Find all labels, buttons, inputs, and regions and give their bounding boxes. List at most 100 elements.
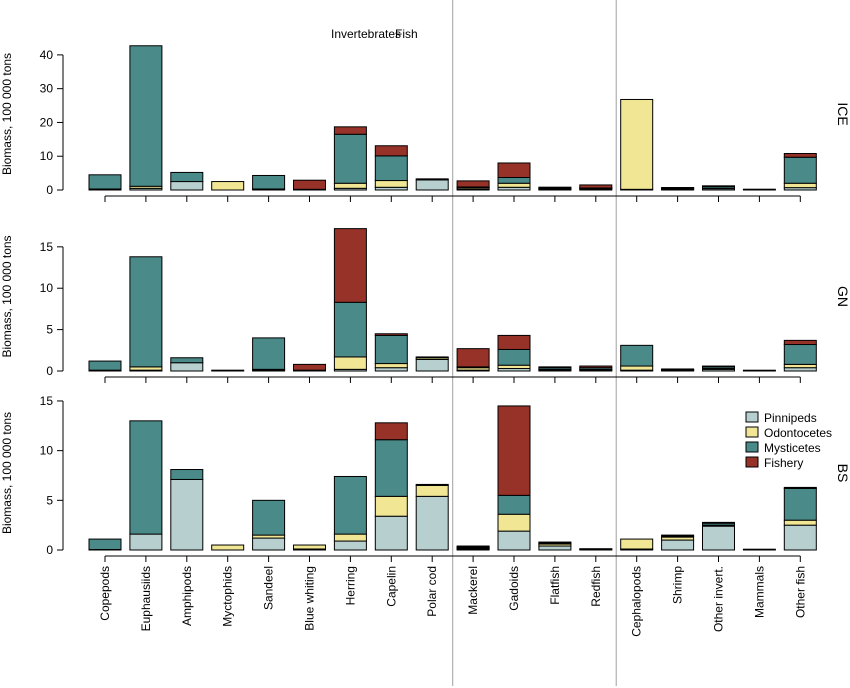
bar-flatfish-fishery (538, 541, 572, 544)
bar-polar-cod-fishery (415, 483, 449, 486)
bar-mammals-pinnipeds (742, 548, 776, 551)
bar-euphausiids-pinnipeds (129, 533, 163, 551)
bar-blue-whiting-fishery (293, 179, 326, 190)
bar-herring-mysticetes (333, 475, 367, 535)
y-tick-label: 10 (40, 444, 54, 458)
bar-other-fish-mysticetes (783, 156, 817, 184)
panel-ice: 0 10 20 30 40 Biomass, 100 000 tons ICE (0, 45, 850, 202)
bar-other-fish-pinnipeds (783, 524, 817, 551)
bar-myctophids-odontocetes (211, 369, 245, 372)
bar-gadoids-pinnipeds (497, 530, 531, 551)
bar-myctophids-odontocetes (211, 544, 245, 551)
panel-gn: 0 5 10 15 Biomass, 100 000 tons GN (0, 228, 850, 383)
bar-redfish-odontocetes (579, 548, 613, 551)
legend-swatch-odontocetes (745, 426, 759, 438)
y-tick-label: 20 (40, 115, 54, 129)
bar-herring-odontocetes (333, 182, 367, 189)
panel-label: GN (835, 286, 850, 307)
bar-gadoids-mysticetes (497, 348, 531, 366)
bar-euphausiids-mysticetes (129, 420, 163, 535)
x-tick-label-other-fish: Other fish (793, 566, 807, 618)
bar-euphausiids-mysticetes (129, 45, 163, 187)
bar-gadoids-fishery (497, 405, 531, 496)
legend-label-mysticetes: Mysticetes (764, 441, 821, 455)
bar-copepods-mysticetes (88, 538, 122, 551)
bar-amphipods-mysticetes (170, 357, 204, 364)
legend-label-odontocetes: Odontocetes (764, 426, 832, 440)
bar-herring-mysticetes (333, 133, 367, 184)
bar-polar-cod-pinnipeds (415, 179, 449, 191)
bar-other-fish-fishery (783, 153, 817, 158)
bar-capelin-pinnipeds (374, 515, 408, 551)
x-tick-label-gadoids: Gadoids (507, 566, 521, 611)
bar-capelin-mysticetes (374, 334, 408, 365)
y-tick-label: 15 (40, 240, 54, 254)
x-tick-label-capelin: Capelin (384, 566, 398, 607)
y-tick-label: 10 (40, 281, 54, 295)
x-tick-labels: Copepods Euphausiids Amphipods Myctophids Sa… (98, 566, 807, 637)
bar-mammals-pinnipeds (742, 369, 776, 372)
y-tick-label: 0 (46, 183, 53, 197)
group-dividers (452, 0, 617, 686)
bar-gadoids-odontocetes (497, 513, 531, 532)
bar-other-fish-odontocetes (783, 182, 817, 189)
bar-sandeel-pinnipeds (252, 537, 286, 551)
panel-label: ICE (835, 102, 850, 125)
y-tick-label: 0 (46, 543, 53, 557)
bar-capelin-fishery (374, 333, 408, 336)
bar-gadoids-fishery (497, 162, 531, 179)
x-tick-label-flatfish: Flatfish (548, 566, 562, 605)
bar-amphipods-pinnipeds (170, 362, 204, 372)
bar-shrimp-fishery (661, 534, 695, 537)
bar-capelin-odontocetes (374, 363, 408, 369)
chart-panels: 0 10 20 30 40 Biomass, 100 000 tons ICE 0 5 10 15 B… (0, 45, 850, 562)
bar-polar-cod-odontocetes (415, 484, 449, 497)
bar-capelin-fishery (374, 422, 408, 441)
x-tick-label-myctophids: Myctophids (221, 566, 235, 627)
bar-mackerel-fishery (456, 348, 490, 368)
bar-capelin-mysticetes (374, 439, 408, 497)
bar-shrimp-fishery (661, 368, 695, 371)
bar-herring-odontocetes (333, 533, 367, 542)
bar-flatfish-pinnipeds (538, 545, 572, 551)
x-axis (104, 555, 801, 562)
bar-amphipods-pinnipeds (170, 478, 204, 551)
bar-other-fish-mysticetes (783, 487, 817, 521)
x-tick-label-sandeel: Sandeel (262, 566, 276, 610)
bar-other-invert-fishery (702, 521, 735, 524)
y-tick-label: 5 (46, 493, 53, 507)
bar-polar-cod-pinnipeds (415, 358, 449, 372)
x-tick-label-blue-whiting: Blue whiting (303, 566, 317, 631)
bar-cephalopods-mysticetes (620, 344, 654, 367)
bar-herring-mysticetes (333, 301, 367, 358)
bar-copepods-mysticetes (88, 360, 122, 371)
bar-cephalopods-odontocetes (620, 98, 654, 190)
x-tick-label-euphausiids: Euphausiids (139, 566, 153, 631)
x-tick-label-copepods: Copepods (98, 566, 112, 621)
bar-other-fish-odontocetes (783, 519, 817, 526)
x-tick-label-mammals: Mammals (752, 566, 766, 618)
y-tick-label: 40 (40, 48, 54, 62)
bar-redfish-fishery (579, 184, 613, 189)
bar-other-fish-mysticetes (783, 344, 817, 365)
bar-blue-whiting-odontocetes (293, 544, 326, 550)
bar-herring-fishery (333, 126, 367, 135)
y-tick-label: 0 (46, 364, 53, 378)
bar-amphipods-mysticetes (170, 171, 204, 183)
y-axis-title: Biomass, 100 000 tons (0, 53, 14, 175)
y-tick-label: 10 (40, 149, 54, 163)
bar-other-invert-fishery (702, 365, 735, 368)
x-tick-label-redfish: Redfish (589, 566, 603, 607)
x-tick-label-polar-cod: Polar cod (425, 566, 439, 617)
bar-shrimp-fishery (661, 187, 695, 189)
bar-gadoids-fishery (497, 334, 531, 350)
bar-gadoids-mysticetes (497, 177, 531, 184)
bar-other-fish-fishery (783, 339, 817, 346)
legend-label-fishery: Fishery (764, 456, 803, 470)
bar-amphipods-pinnipeds (170, 181, 204, 191)
legend-swatch-pinnipeds (745, 411, 759, 423)
x-axis (104, 195, 801, 202)
bar-polar-cod-fishery (415, 356, 449, 359)
panel-bs: 0 5 10 15 Biomass, 100 000 tons BS (0, 394, 850, 562)
